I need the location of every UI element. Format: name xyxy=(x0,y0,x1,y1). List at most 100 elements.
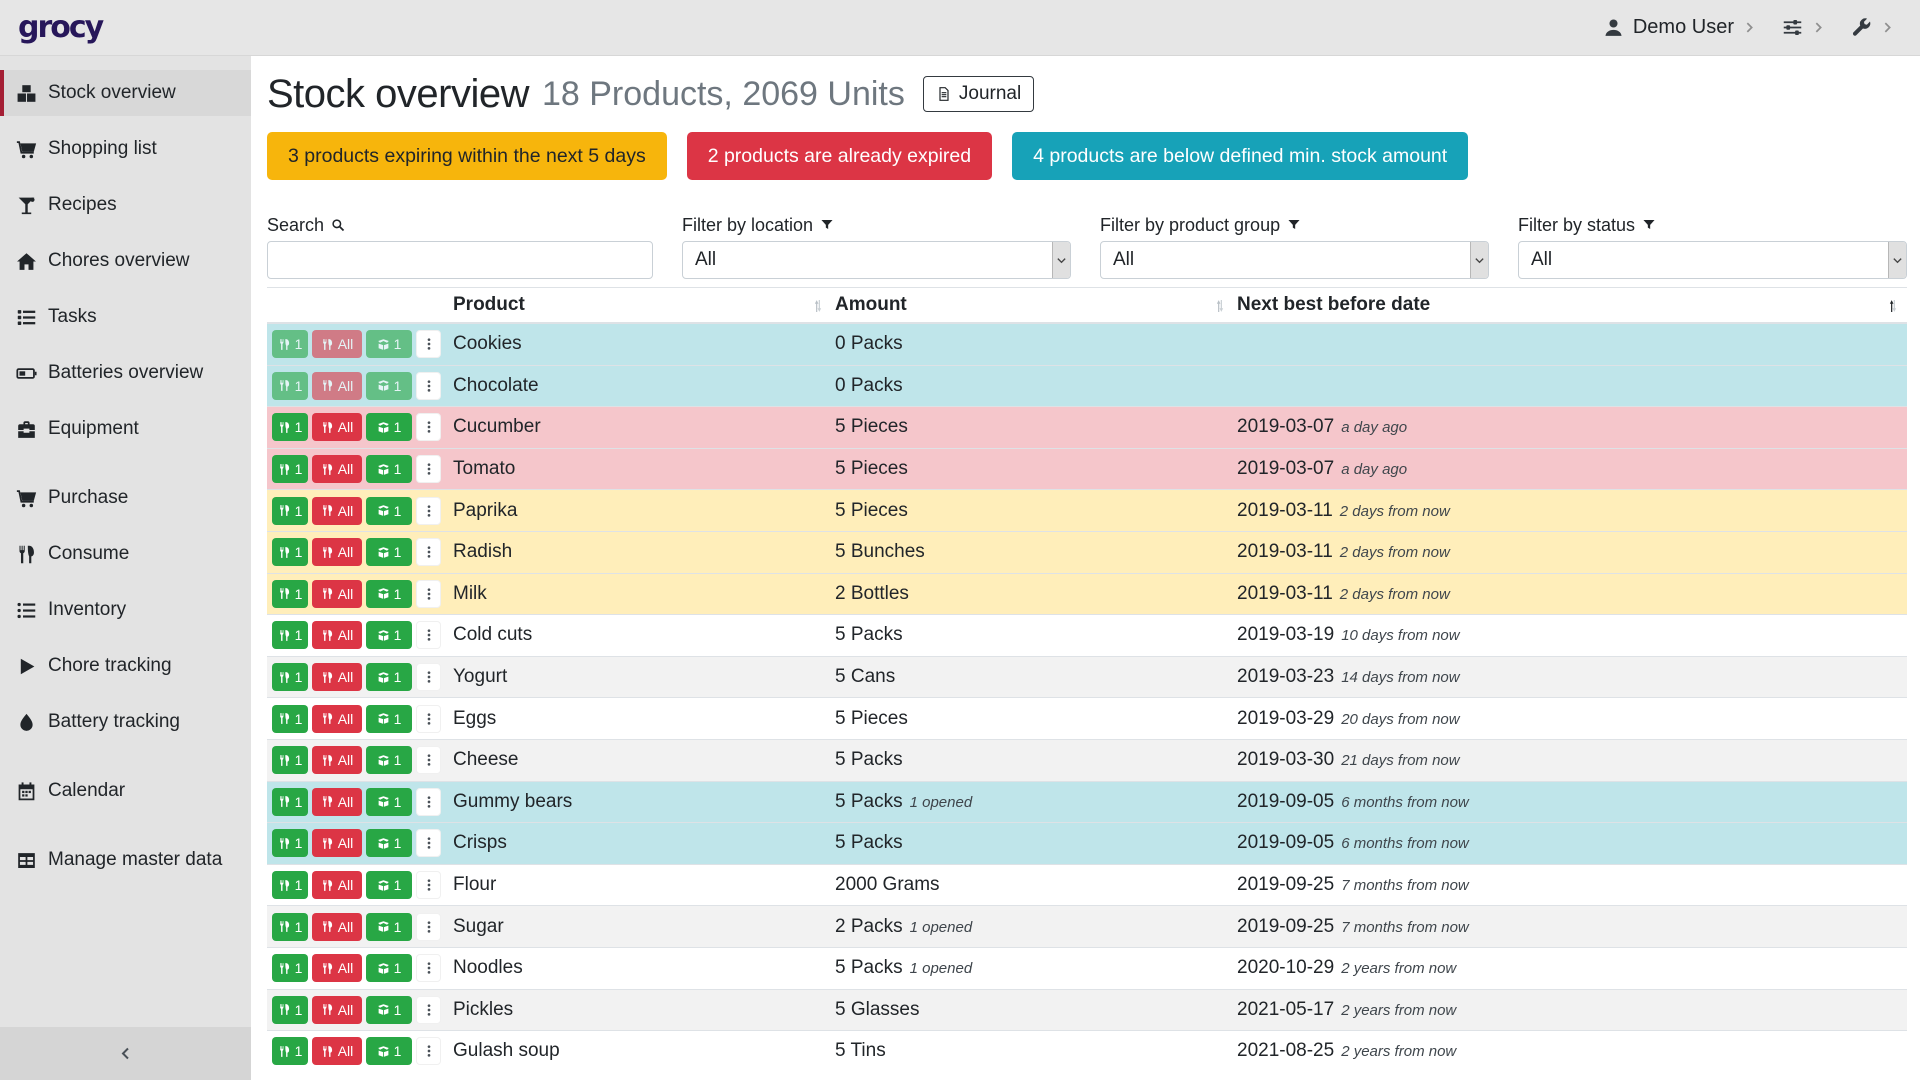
status-select[interactable]: All xyxy=(1518,241,1907,279)
row-menu-button[interactable] xyxy=(416,663,441,691)
column-header-product[interactable]: Product xyxy=(450,288,832,322)
open-one-button[interactable]: 1 xyxy=(366,497,412,525)
open-one-button[interactable]: 1 xyxy=(366,954,412,982)
open-one-button[interactable]: 1 xyxy=(366,580,412,608)
row-menu-button[interactable] xyxy=(416,455,441,483)
consume-all-button[interactable]: All xyxy=(312,413,362,441)
open-one-button[interactable]: 1 xyxy=(366,1037,412,1065)
journal-button[interactable]: Journal xyxy=(923,76,1034,112)
open-one-button[interactable]: 1 xyxy=(366,413,412,441)
consume-one-button[interactable]: 1 xyxy=(272,871,308,899)
consume-all-button[interactable]: All xyxy=(312,621,362,649)
settings-menu[interactable] xyxy=(1782,17,1825,38)
consume-one-button[interactable]: 1 xyxy=(272,663,308,691)
consume-all-button[interactable]: All xyxy=(312,871,362,899)
consume-all-button[interactable]: All xyxy=(312,705,362,733)
row-menu-button[interactable] xyxy=(416,413,441,441)
open-one-button[interactable]: 1 xyxy=(366,663,412,691)
location-select[interactable]: All xyxy=(682,241,1071,279)
status-badge[interactable]: 3 products expiring within the next 5 da… xyxy=(267,132,667,180)
consume-all-button[interactable]: All xyxy=(312,538,362,566)
sidebar-item-consume[interactable]: Consume xyxy=(0,531,251,577)
consume-one-button[interactable]: 1 xyxy=(272,913,308,941)
consume-all-button[interactable]: All xyxy=(312,663,362,691)
open-one-button[interactable]: 1 xyxy=(366,455,412,483)
sidebar-item-chore-tracking[interactable]: Chore tracking xyxy=(0,643,251,689)
row-menu-button[interactable] xyxy=(416,746,441,774)
sidebar-item-manage-master-data[interactable]: Manage master data xyxy=(0,837,251,883)
sidebar-collapse-button[interactable] xyxy=(0,1027,251,1080)
row-menu-button[interactable] xyxy=(416,1037,441,1065)
sidebar-item-chores-overview[interactable]: Chores overview xyxy=(0,238,251,284)
sidebar-item-inventory[interactable]: Inventory xyxy=(0,587,251,633)
sort-icon[interactable] xyxy=(1885,298,1901,314)
row-menu-button[interactable] xyxy=(416,538,441,566)
sidebar-item-calendar[interactable]: Calendar xyxy=(0,768,251,814)
sort-icon[interactable] xyxy=(810,298,826,314)
search-input[interactable] xyxy=(267,241,653,279)
consume-one-button[interactable]: 1 xyxy=(272,580,308,608)
status-badge[interactable]: 4 products are below defined min. stock … xyxy=(1012,132,1468,180)
row-menu-button[interactable] xyxy=(416,871,441,899)
sidebar-item-tasks[interactable]: Tasks xyxy=(0,294,251,340)
consume-one-button[interactable]: 1 xyxy=(272,746,308,774)
consume-one-button[interactable]: 1 xyxy=(272,413,308,441)
consume-all-button[interactable]: All xyxy=(312,497,362,525)
consume-one-button[interactable]: 1 xyxy=(272,330,308,358)
row-menu-button[interactable] xyxy=(416,330,441,358)
row-menu-button[interactable] xyxy=(416,829,441,857)
sidebar-item-purchase[interactable]: Purchase xyxy=(0,475,251,521)
sidebar-item-battery-tracking[interactable]: Battery tracking xyxy=(0,699,251,745)
consume-one-button[interactable]: 1 xyxy=(272,372,308,400)
open-one-button[interactable]: 1 xyxy=(366,829,412,857)
consume-one-button[interactable]: 1 xyxy=(272,497,308,525)
open-one-button[interactable]: 1 xyxy=(366,705,412,733)
open-one-button[interactable]: 1 xyxy=(366,746,412,774)
sidebar-item-recipes[interactable]: Recipes xyxy=(0,182,251,228)
open-one-button[interactable]: 1 xyxy=(366,996,412,1024)
consume-one-button[interactable]: 1 xyxy=(272,1037,308,1065)
consume-one-button[interactable]: 1 xyxy=(272,455,308,483)
sort-icon[interactable] xyxy=(1212,298,1228,314)
column-header-next-best-before-date[interactable]: Next best before date xyxy=(1234,288,1907,322)
status-badge[interactable]: 2 products are already expired xyxy=(687,132,992,180)
consume-all-button[interactable]: All xyxy=(312,996,362,1024)
consume-all-button[interactable]: All xyxy=(312,330,362,358)
consume-all-button[interactable]: All xyxy=(312,1037,362,1065)
open-one-button[interactable]: 1 xyxy=(366,871,412,899)
row-menu-button[interactable] xyxy=(416,372,441,400)
consume-all-button[interactable]: All xyxy=(312,913,362,941)
sidebar-item-batteries-overview[interactable]: Batteries overview xyxy=(0,350,251,396)
consume-all-button[interactable]: All xyxy=(312,580,362,608)
consume-all-button[interactable]: All xyxy=(312,746,362,774)
open-one-button[interactable]: 1 xyxy=(366,330,412,358)
admin-menu[interactable] xyxy=(1851,17,1894,38)
product-group-select[interactable]: All xyxy=(1100,241,1489,279)
consume-one-button[interactable]: 1 xyxy=(272,788,308,816)
consume-one-button[interactable]: 1 xyxy=(272,705,308,733)
row-menu-button[interactable] xyxy=(416,497,441,525)
sidebar-item-shopping-list[interactable]: Shopping list xyxy=(0,126,251,172)
row-menu-button[interactable] xyxy=(416,913,441,941)
consume-all-button[interactable]: All xyxy=(312,829,362,857)
open-one-button[interactable]: 1 xyxy=(366,788,412,816)
column-header-amount[interactable]: Amount xyxy=(832,288,1234,322)
consume-one-button[interactable]: 1 xyxy=(272,829,308,857)
row-menu-button[interactable] xyxy=(416,705,441,733)
consume-one-button[interactable]: 1 xyxy=(272,996,308,1024)
open-one-button[interactable]: 1 xyxy=(366,621,412,649)
row-menu-button[interactable] xyxy=(416,621,441,649)
open-one-button[interactable]: 1 xyxy=(366,913,412,941)
open-one-button[interactable]: 1 xyxy=(366,538,412,566)
consume-one-button[interactable]: 1 xyxy=(272,954,308,982)
consume-all-button[interactable]: All xyxy=(312,954,362,982)
consume-all-button[interactable]: All xyxy=(312,372,362,400)
sidebar-item-equipment[interactable]: Equipment xyxy=(0,406,251,452)
consume-all-button[interactable]: All xyxy=(312,788,362,816)
row-menu-button[interactable] xyxy=(416,954,441,982)
open-one-button[interactable]: 1 xyxy=(366,372,412,400)
sidebar-item-stock-overview[interactable]: Stock overview xyxy=(0,70,251,116)
user-menu[interactable]: Demo User xyxy=(1603,16,1756,39)
consume-all-button[interactable]: All xyxy=(312,455,362,483)
row-menu-button[interactable] xyxy=(416,788,441,816)
